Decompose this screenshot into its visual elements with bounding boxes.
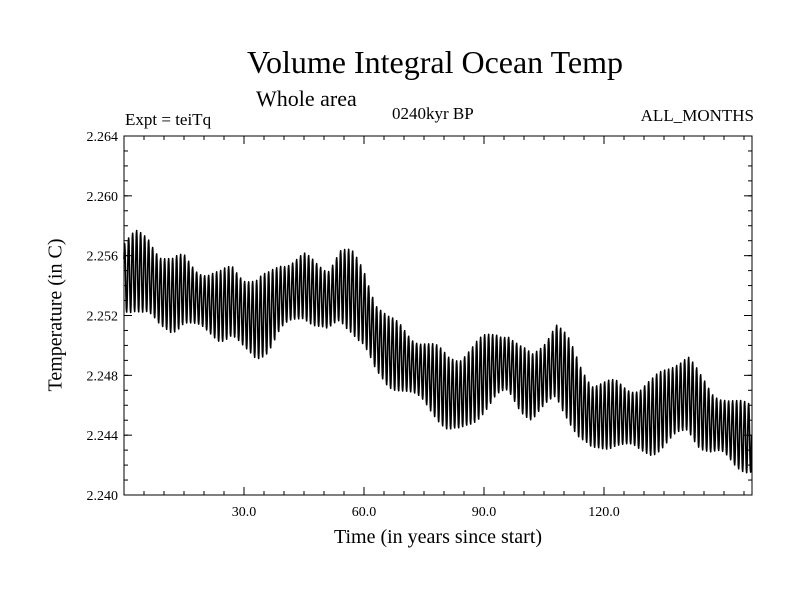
x-tick-label: 120.0	[588, 505, 620, 520]
x-tick-label: 30.0	[232, 505, 257, 520]
x-axis-label: Time (in years since start)	[333, 526, 543, 548]
y-tick-label: 2.244	[87, 429, 119, 444]
y-tick-label: 2.252	[87, 310, 119, 325]
months-label: ALL_MONTHS	[640, 106, 754, 125]
x-tick-label: 90.0	[472, 505, 497, 520]
chart-subtitle: Whole area	[256, 86, 357, 111]
y-tick-label: 2.256	[87, 250, 119, 265]
x-tick-label: 60.0	[352, 505, 377, 520]
chart-title: Volume Integral Ocean Temp	[246, 44, 623, 80]
period-label: 0240kyr BP	[392, 104, 474, 123]
experiment-label: Expt = teiTq	[125, 110, 212, 129]
y-tick-label: 2.264	[87, 130, 119, 145]
y-tick-label: 2.260	[87, 190, 119, 205]
y-tick-label: 2.248	[87, 369, 119, 384]
temperature-series-line	[123, 229, 753, 474]
y-tick-label: 2.240	[87, 489, 119, 504]
